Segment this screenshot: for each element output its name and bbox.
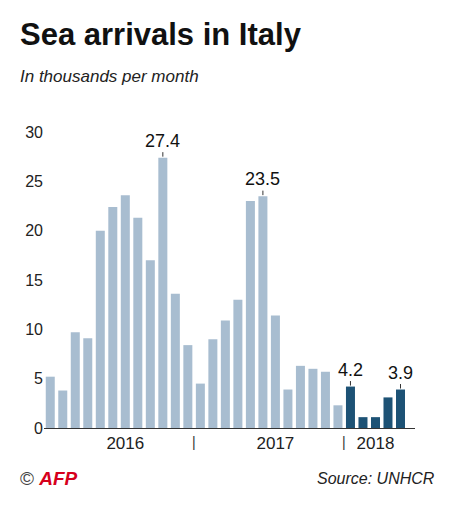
svg-text:2018: 2018 [357, 434, 395, 453]
svg-text:2016: 2016 [106, 434, 144, 453]
svg-text:25: 25 [25, 173, 43, 190]
svg-text:Sea arrivals in Italy: Sea arrivals in Italy [20, 17, 302, 52]
svg-text:0: 0 [34, 420, 43, 437]
svg-text:15: 15 [25, 272, 43, 289]
svg-text:23.5: 23.5 [245, 169, 280, 189]
svg-text:|: | [192, 434, 196, 450]
svg-text:Source: UNHCR: Source: UNHCR [317, 470, 435, 487]
svg-text:© AFP: © AFP [20, 468, 78, 489]
svg-text:30: 30 [25, 124, 43, 141]
svg-text:5: 5 [34, 370, 43, 387]
svg-text:4.2: 4.2 [338, 360, 363, 380]
svg-text:2017: 2017 [256, 434, 294, 453]
svg-text:3.9: 3.9 [388, 363, 413, 383]
svg-text:|: | [342, 434, 346, 450]
svg-text:20: 20 [25, 222, 43, 239]
svg-text:10: 10 [25, 321, 43, 338]
svg-text:27.4: 27.4 [145, 131, 180, 151]
svg-text:In thousands per month: In thousands per month [20, 67, 199, 86]
